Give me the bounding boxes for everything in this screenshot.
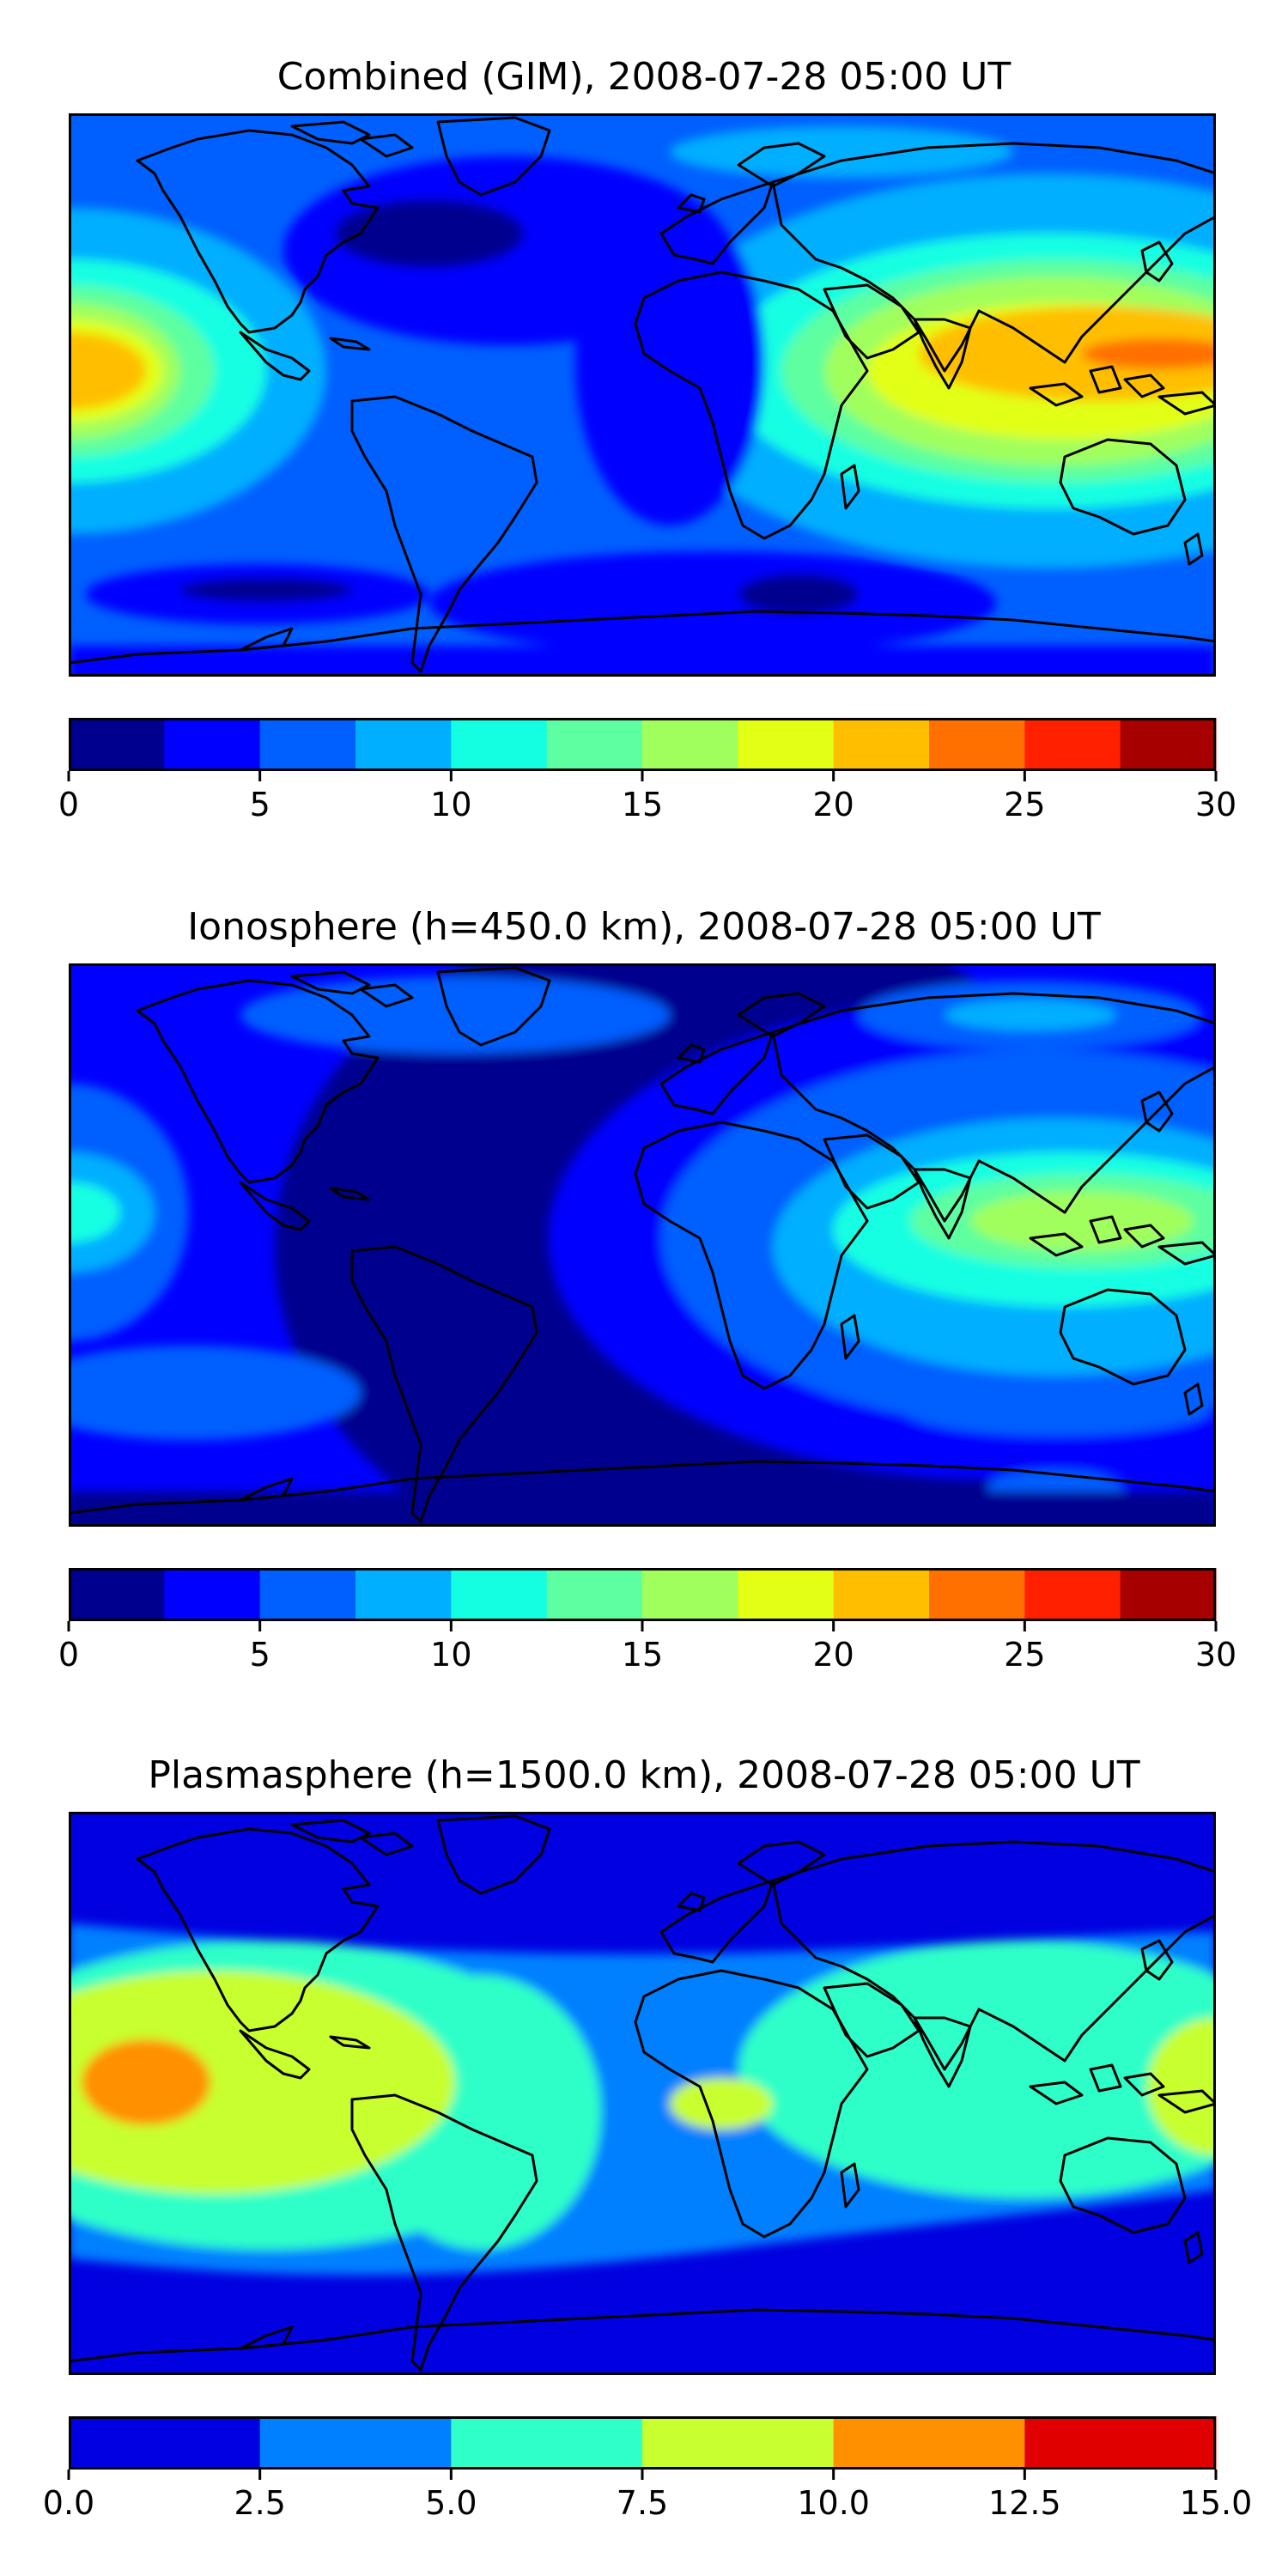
colorbar-segment	[451, 2416, 643, 2470]
colorbar-segment	[355, 1568, 452, 1621]
colorbar-tick-label: 15.0	[1179, 2484, 1253, 2522]
colorbar-segment	[738, 718, 835, 771]
colorbar-tick-label: 2.5	[234, 2484, 286, 2522]
colorbar-segment	[164, 1568, 261, 1621]
colorbar-tick-label: 25	[1004, 1636, 1046, 1674]
colorbar-tick-label: 5	[249, 1636, 270, 1674]
colorbar-segment	[259, 718, 356, 771]
colorbar-segment	[738, 1568, 835, 1621]
colorbar-tick-label: 10	[430, 1636, 472, 1674]
colorbar-border	[69, 1568, 1216, 1621]
panel-1-map	[69, 113, 1216, 677]
colorbar-segment	[642, 718, 738, 771]
colorbar-tick-label: 0.0	[42, 2484, 95, 2522]
colorbar-tick-label: 10.0	[797, 2484, 870, 2522]
colorbar-segment	[546, 718, 643, 771]
colorbar-tick-label: 20	[812, 786, 854, 823]
colorbar-segment	[642, 2416, 835, 2470]
colorbar-segment	[1024, 718, 1121, 771]
colorbar-tick-label: 10	[430, 786, 472, 823]
colorbar-segment	[1024, 1568, 1121, 1621]
colorbar-segment	[69, 1568, 165, 1621]
colorbar-segment	[546, 1568, 643, 1621]
colorbar-segment	[833, 718, 930, 771]
panel-3-colorbar	[67, 2416, 1218, 2480]
colorbar-segment	[355, 718, 452, 771]
colorbar-segment	[833, 1568, 930, 1621]
colorbar-segment	[164, 718, 261, 771]
colorbar-tick-label: 7.5	[616, 2484, 669, 2522]
colorbar-border	[69, 718, 1216, 771]
colorbar-segment	[642, 1568, 738, 1621]
colorbar-tick-label: 30	[1194, 1636, 1237, 1674]
colorbar-segment	[69, 2416, 261, 2470]
colorbar-segment	[451, 1568, 548, 1621]
panel-3-title: Plasmasphere (h=1500.0 km), 2008-07-28 0…	[148, 1753, 1140, 1797]
colorbar-segment	[833, 2416, 1025, 2470]
colorbar-segment	[259, 2416, 452, 2470]
colorbar-segment	[259, 1568, 356, 1621]
colorbar-segment	[1120, 718, 1217, 771]
colorbar-segment	[929, 718, 1025, 771]
colorbar-tick-label: 30	[1194, 786, 1237, 823]
colorbar-tick-label: 25	[1004, 786, 1046, 823]
panel-3-map	[69, 1812, 1216, 2375]
panel-2-colorbar	[67, 1568, 1218, 1631]
colorbar-segment	[929, 1568, 1025, 1621]
colorbar-tick-label: 0	[58, 786, 80, 823]
panel-1-title: Combined (GIM), 2008-07-28 05:00 UT	[276, 55, 1012, 99]
panel-2-title: Ionosphere (h=450.0 km), 2008-07-28 05:0…	[187, 905, 1101, 949]
colorbar-tick-label: 15	[621, 1636, 664, 1674]
colorbar-tick-label: 12.5	[988, 2484, 1061, 2522]
colorbar-segment	[451, 718, 548, 771]
colorbar-tick-label: 15	[621, 786, 664, 823]
panel-2-map	[69, 963, 1216, 1527]
colorbar-tick-label: 0	[58, 1636, 80, 1674]
colorbar-segment	[69, 718, 165, 771]
colorbar-segment	[1120, 1568, 1217, 1621]
colorbar-tick-label: 5	[249, 786, 270, 823]
colorbar-segment	[1024, 2416, 1217, 2470]
colorbar-tick-label: 5.0	[425, 2484, 477, 2522]
panel-1-colorbar	[67, 718, 1218, 781]
colorbar-border	[69, 2416, 1216, 2470]
colorbar-tick-label: 20	[812, 1636, 854, 1674]
